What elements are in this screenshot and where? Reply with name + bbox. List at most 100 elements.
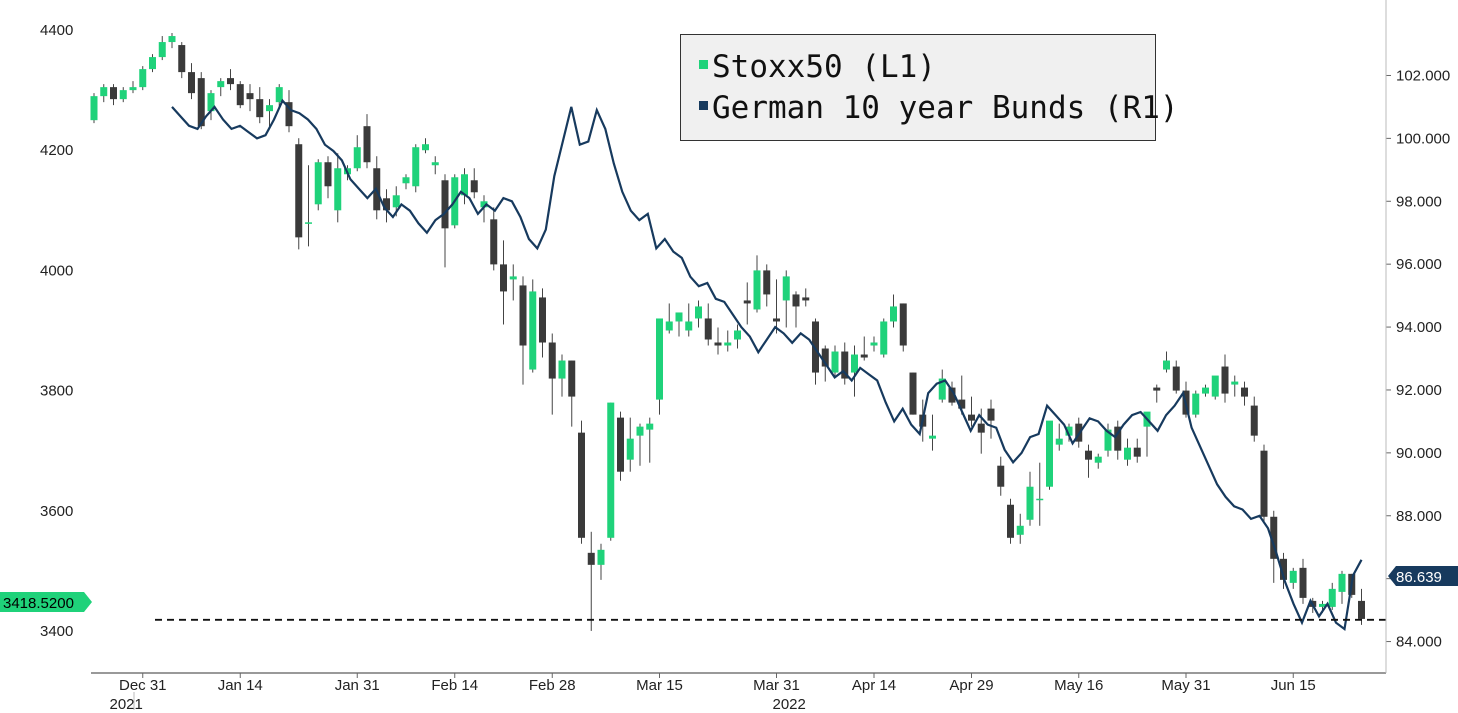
candle-body (1338, 573, 1346, 592)
candle (773, 279, 780, 334)
candle-body (841, 351, 849, 379)
candle (1241, 381, 1248, 406)
candle (1046, 420, 1053, 490)
candle (938, 369, 946, 403)
candle-body (1007, 504, 1014, 538)
candle-body (724, 342, 732, 346)
candle (509, 264, 517, 301)
candle (197, 72, 205, 130)
candle-body (782, 276, 790, 301)
candle (753, 255, 761, 313)
candle (636, 423, 644, 466)
candle (480, 195, 488, 223)
candle (626, 417, 634, 472)
last-price-badge-shape (0, 592, 92, 612)
candle-body (880, 321, 888, 355)
candle-body (734, 330, 741, 340)
candle-body (831, 351, 839, 373)
candle (1299, 558, 1307, 604)
candle-body (158, 42, 166, 58)
candle-body (890, 306, 897, 322)
candle-body (324, 162, 332, 187)
x-tick-label: Jan 14 (218, 677, 263, 694)
candle-body (1270, 516, 1278, 559)
candle (997, 456, 1005, 496)
candle-body (1250, 405, 1258, 436)
last-price-label: 3418.5200 (3, 595, 74, 612)
candle-body (558, 360, 566, 379)
candle (909, 372, 917, 415)
candle (851, 345, 858, 397)
chart-legend: Stoxx50 (L1) German 10 year Bunds (R1) (680, 34, 1179, 141)
candle (119, 87, 127, 103)
candle-body (1055, 438, 1063, 445)
candle (1104, 423, 1112, 457)
candle-body (860, 354, 868, 358)
candle-body (383, 198, 390, 211)
candle-body (217, 81, 225, 88)
candle (1016, 513, 1024, 544)
candle (987, 399, 995, 439)
candle (929, 414, 936, 451)
candle-body (314, 162, 322, 205)
candle-body (353, 147, 361, 169)
candle (587, 531, 595, 631)
candle-body (617, 417, 624, 472)
x-axis: Dec 31 Jan 14 Jan 31 Feb 14 Feb 28 Mar 15 Mar … (110, 673, 1316, 713)
candle (1280, 552, 1287, 589)
candle (207, 90, 215, 121)
candle-body (1104, 429, 1112, 451)
candle-body (626, 438, 634, 460)
candle (724, 330, 732, 352)
candle-body (899, 303, 907, 346)
candle-body (422, 144, 429, 151)
x-tick-label: Jan 31 (335, 677, 380, 694)
candle (958, 375, 966, 415)
candle-body (129, 87, 137, 91)
candle-body (1358, 600, 1365, 619)
candle-body (997, 465, 1005, 487)
candle (490, 207, 498, 271)
candle (597, 543, 605, 580)
year-label: 2022 (773, 696, 806, 713)
candle-body (1202, 387, 1209, 394)
last-bund-badge: 86.639 (1388, 566, 1458, 586)
candle-body (139, 69, 147, 88)
candle-body (295, 144, 303, 238)
candle (539, 288, 546, 358)
candle (1114, 420, 1122, 460)
left-tick-label: 3400 (40, 623, 73, 640)
candle-body (188, 72, 195, 94)
candle-body (275, 87, 283, 103)
candle (743, 282, 751, 325)
candle (578, 420, 585, 544)
candle-body (665, 321, 673, 331)
candle (831, 345, 839, 376)
candle (1221, 354, 1229, 403)
candle (470, 168, 478, 199)
x-tick-label: Jun 15 (1271, 677, 1316, 694)
candle-body (1192, 393, 1200, 415)
candle (1250, 396, 1258, 442)
candle-body (704, 318, 712, 340)
candle (704, 303, 712, 346)
candle-body (646, 423, 654, 430)
candle-body (509, 276, 517, 280)
candle (1211, 375, 1219, 400)
candle (890, 294, 897, 328)
candle (1172, 360, 1180, 394)
candle (1094, 453, 1102, 469)
candle (519, 276, 527, 385)
candle (617, 411, 624, 481)
right-tick-label: 100.000 (1396, 130, 1450, 147)
candle-body (1026, 486, 1034, 520)
candle (880, 318, 888, 358)
candle-body (168, 36, 176, 43)
candle-body (714, 342, 722, 346)
bund-series-line (171, 98, 1363, 631)
candle (188, 63, 195, 100)
candle-body (363, 126, 371, 163)
candle (422, 138, 429, 154)
candle-body (1124, 447, 1131, 460)
candle (792, 291, 800, 328)
